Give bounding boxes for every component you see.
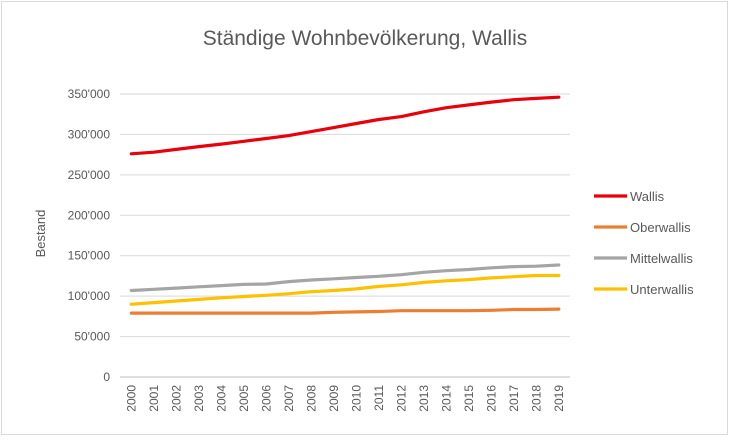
legend-label-wallis: Wallis [630,189,665,204]
y-tick-label: 250'000 [68,168,111,182]
legend-label-oberwallis: Oberwallis [630,220,691,235]
y-tick-label: 50'000 [74,330,110,344]
x-tick-label: 2000 [124,385,138,412]
x-tick-label: 2010 [349,385,363,412]
y-tick-label: 300'000 [68,127,111,141]
x-tick-label: 2012 [394,385,408,412]
y-tick-label: 200'000 [68,208,111,222]
line-chart: Ständige Wohnbevölkerung, Wallis 0 50'000… [33,27,694,412]
series-line-oberwallis [129,307,561,315]
x-tick-label: 2018 [529,385,543,412]
series-line-wallis [129,95,561,156]
series-line-unterwallis [129,273,561,306]
legend: Wallis Oberwallis Mittelwallis Unterwallis [594,189,694,297]
y-tick-label: 150'000 [68,249,111,263]
chart-container: Ständige Wohnbevölkerung, Wallis 0 50'000… [1,1,728,435]
legend-label-unterwallis: Unterwallis [630,282,694,297]
x-tick-label: 2017 [507,385,521,412]
x-tick-label: 2013 [417,385,431,412]
x-tick-label: 2007 [282,385,296,412]
x-tick-label: 2015 [462,385,476,412]
y-tick-label: 100'000 [68,289,111,303]
chart-title: Ständige Wohnbevölkerung, Wallis [203,27,528,50]
y-tick-labels: 0 50'000 100'000 150'000 200'000 250'000 300'0… [68,87,111,384]
series-line-mittelwallis [129,263,561,293]
y-tick-label: 350'000 [68,87,111,101]
x-tick-label: 2016 [484,385,498,412]
legend-label-mittelwallis: Mittelwallis [630,251,693,266]
y-axis-label: Bestand [33,210,48,258]
x-tick-label: 2008 [304,385,318,412]
x-tick-label: 2002 [169,385,183,412]
y-tick-label: 0 [103,370,110,384]
x-tick-label: 2005 [237,385,251,412]
x-tick-labels: 2000 2001 2002 2003 2004 2005 2006 2007 2008 2009… [124,385,566,412]
x-tick-label: 2011 [372,385,386,411]
x-tick-label: 2001 [147,385,161,412]
x-tick-label: 2019 [552,385,566,412]
x-tick-label: 2006 [259,385,273,412]
gridlines [120,93,570,378]
x-tick-label: 2014 [439,385,453,412]
x-tick-label: 2009 [327,385,341,412]
x-tick-label: 2003 [192,385,206,412]
series-lines [129,95,561,315]
x-tick-label: 2004 [214,385,228,412]
